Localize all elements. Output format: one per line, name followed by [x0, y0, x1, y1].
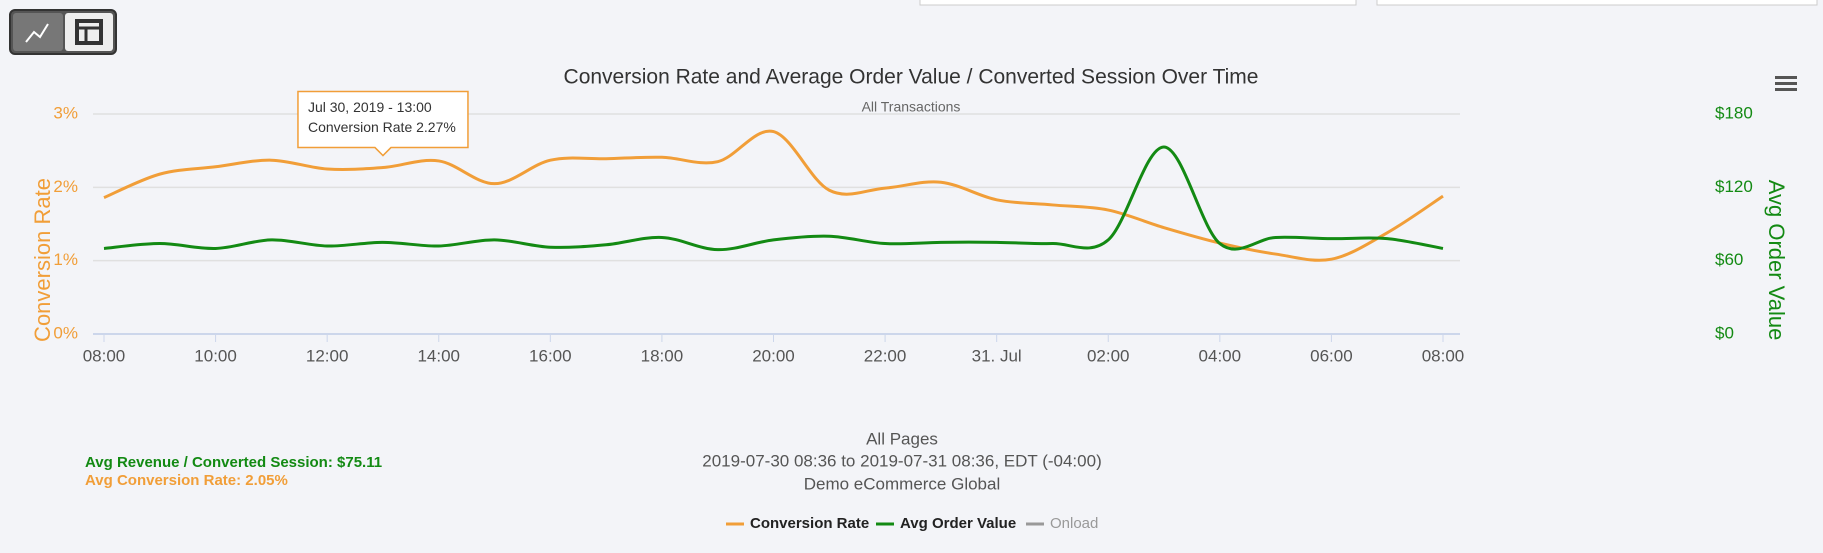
legend-item[interactable]: Avg Order Value — [876, 515, 1016, 532]
x-tick-label: 22:00 — [864, 346, 907, 365]
y-tick-label: 3% — [53, 103, 78, 122]
x-tick-label: 06:00 — [1310, 346, 1353, 365]
x-tick-label: 18:00 — [641, 346, 684, 365]
legend-label: Conversion Rate — [750, 515, 869, 532]
input-box[interactable] — [1376, 0, 1818, 6]
y2-tick-label: $0 — [1715, 323, 1734, 342]
y2-tick-label: $60 — [1715, 250, 1743, 269]
menu-bar — [1775, 82, 1797, 85]
stat-conversion: Avg Conversion Rate: 2.05% — [85, 472, 288, 489]
x-tick-label: 12:00 — [306, 346, 349, 365]
y-tick-label: 2% — [53, 177, 78, 196]
chart-title: Conversion Rate and Average Order Value … — [564, 66, 1259, 89]
tooltip-line: Jul 30, 2019 - 13:00 — [308, 99, 432, 115]
y-tick-label: 1% — [53, 250, 78, 269]
legend-item[interactable]: Conversion Rate — [726, 515, 869, 532]
y-axis-label: Conversion Rate — [30, 178, 55, 342]
tooltip-box — [297, 90, 469, 157]
menu-bar — [1775, 76, 1797, 79]
x-tick-label: 16:00 — [529, 346, 572, 365]
tooltip-line: Conversion Rate 2.27% — [308, 119, 456, 135]
menu-button[interactable] — [1775, 76, 1797, 91]
footer-line: All Pages — [866, 429, 938, 448]
x-tick-label: 04:00 — [1199, 346, 1242, 365]
stat-revenue: Avg Revenue / Converted Session: $75.11 — [85, 454, 382, 471]
chart-subtitle: All Transactions — [862, 99, 961, 115]
legend-item[interactable]: Onload — [1026, 515, 1098, 532]
chart-view-button[interactable] — [13, 13, 63, 51]
legend-label: Onload — [1050, 515, 1098, 532]
x-tick-label: 10:00 — [194, 346, 237, 365]
chart-icon — [25, 23, 49, 43]
x-tick-label: 31. Jul — [972, 346, 1022, 365]
input-box[interactable] — [919, 0, 1357, 6]
series-line — [103, 145, 1444, 252]
y2-axis-label: Avg Order Value — [1764, 180, 1789, 341]
footer-line: 2019-07-30 08:36 to 2019-07-31 08:36, ED… — [702, 451, 1101, 470]
x-tick-label: 20:00 — [752, 346, 795, 365]
table-view-button[interactable] — [65, 13, 113, 51]
view-toggle — [9, 9, 117, 55]
x-tick-label: 08:00 — [83, 346, 126, 365]
y2-tick-label: $120 — [1715, 177, 1753, 196]
y-tick-label: 0% — [53, 323, 78, 342]
x-tick-label: 02:00 — [1087, 346, 1130, 365]
footer-line: Demo eCommerce Global — [804, 474, 1001, 493]
x-tick-label: 14:00 — [417, 346, 460, 365]
y2-tick-label: $180 — [1715, 103, 1753, 122]
table-icon — [75, 19, 103, 45]
x-tick-label: 08:00 — [1422, 346, 1465, 365]
menu-bar — [1775, 88, 1797, 91]
legend-label: Avg Order Value — [900, 515, 1016, 532]
tooltip: Jul 30, 2019 - 13:00 Conversion Rate 2.27… — [297, 90, 469, 157]
